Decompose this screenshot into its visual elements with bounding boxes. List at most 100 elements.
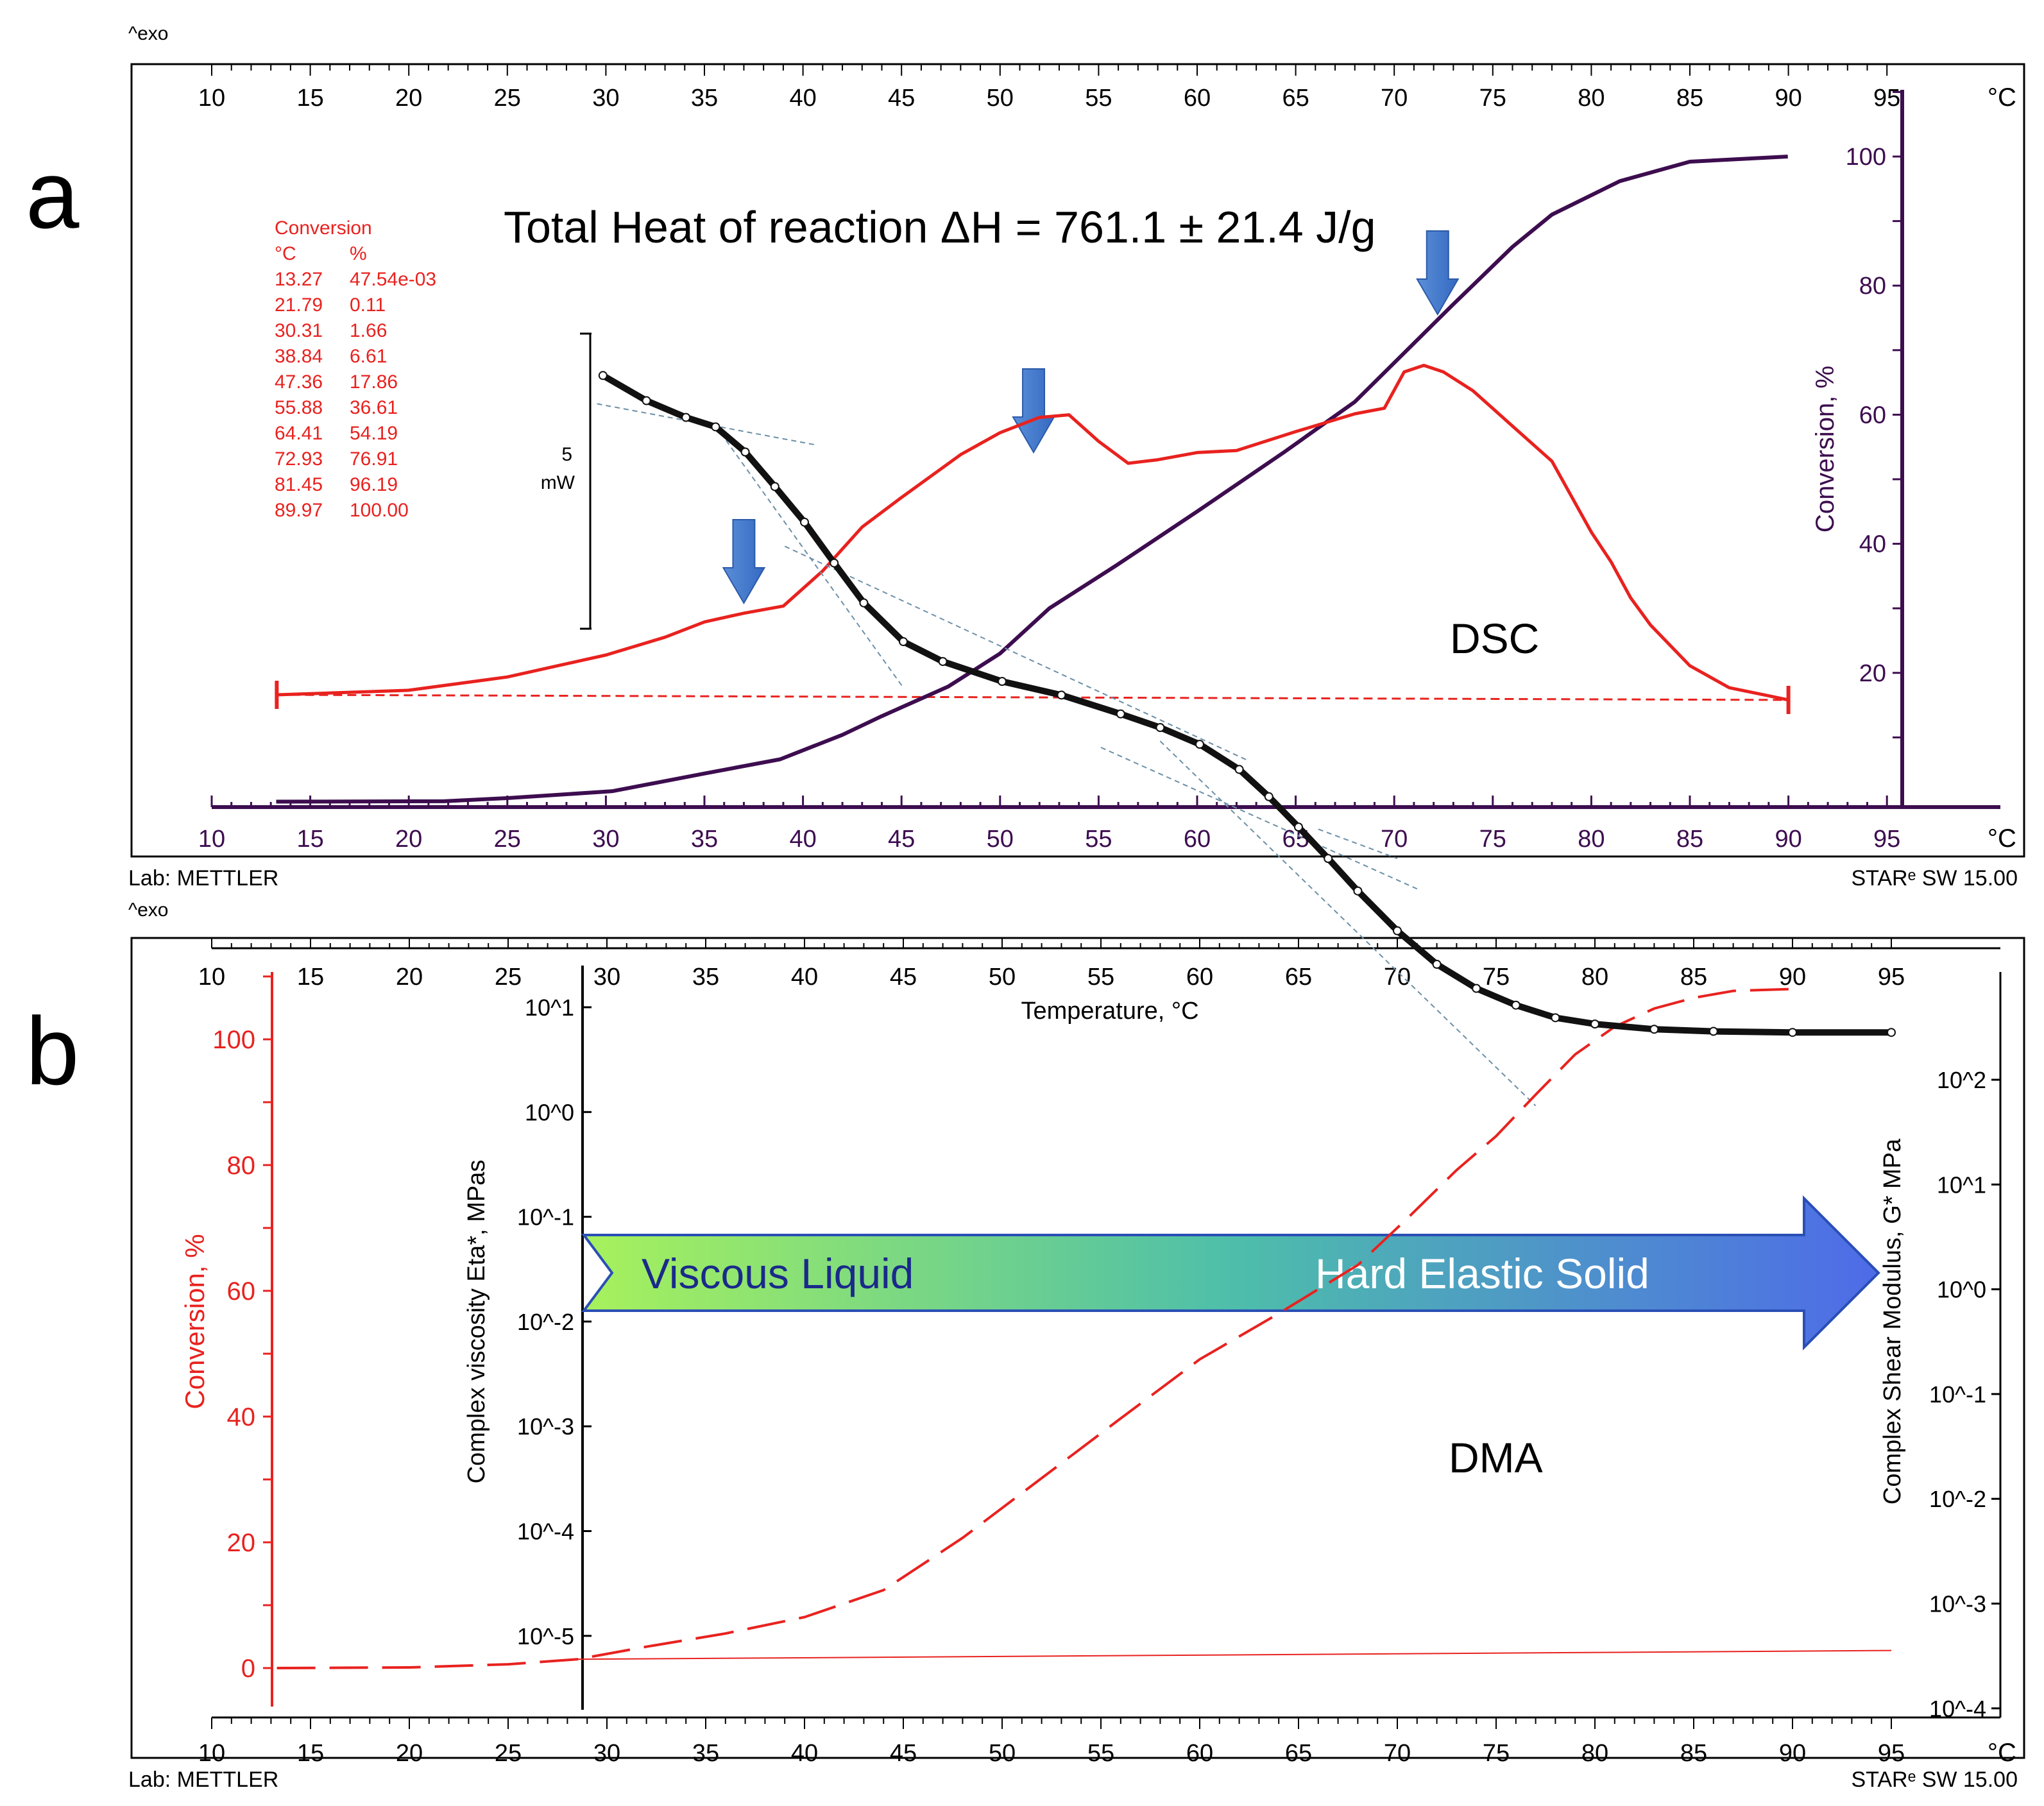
dsc-baseline — [277, 694, 1789, 701]
b-bottom-tick-label: 30 — [593, 1740, 620, 1767]
banner-left-text: Viscous Liquid — [642, 1250, 914, 1297]
viscosity-point — [770, 482, 779, 491]
viscosity-point — [1057, 690, 1066, 700]
viscosity-point — [1887, 1028, 1896, 1037]
b-top-tick-label: 85 — [1680, 964, 1707, 991]
b-modulus-tick-label: 10^-3 — [1929, 1591, 1986, 1617]
b-bottom-tick-label: 45 — [890, 1740, 917, 1767]
panel-b-modulus-axis-label: Complex Shear Modulus, G* MPa — [1879, 1138, 1906, 1504]
a-conversion-tick-label: 100 — [1846, 144, 1886, 171]
panel-a-software-label: STARᵉ SW 15.00 — [1851, 866, 2018, 890]
panel-a-exo-label: ^exo — [128, 23, 168, 44]
a-top-tick-label: 40 — [789, 85, 816, 112]
a-bottom-tick-label: 35 — [691, 826, 718, 853]
viscosity-point — [598, 371, 608, 380]
table-cell-temperature: 64.41 — [275, 423, 323, 444]
b-conversion-tick-label: 40 — [227, 1403, 256, 1431]
a-top-tick-label: 55 — [1085, 85, 1112, 112]
table-cell-conversion: 76.91 — [350, 448, 398, 470]
b-bottom-tick-label: 75 — [1483, 1740, 1510, 1767]
b-bottom-tick-label: 85 — [1680, 1740, 1707, 1767]
panel-b-viscosity-axis: 10^1 10^0 10^-1 10^-2 10^-3 10^-4 10^-5 — [517, 966, 592, 1710]
b-top-tick-label: 90 — [1779, 964, 1806, 991]
b-conversion-tick-label: 0 — [241, 1655, 255, 1683]
b-bottom-tick-label: 40 — [791, 1740, 818, 1767]
b-modulus-tick-label: 10^0 — [1937, 1277, 1986, 1303]
panel-b-x-axis-label: Temperature, °C — [1021, 998, 1198, 1025]
panel-a-frame — [130, 63, 2025, 858]
b-conversion-tick-label: 20 — [227, 1529, 256, 1557]
panel-b-letter: b — [26, 997, 79, 1105]
a-bottom-tick-label: 80 — [1578, 826, 1605, 853]
viscosity-point — [859, 598, 869, 608]
b-top-tick-label: 55 — [1087, 964, 1114, 991]
panel-a-letter: a — [26, 141, 80, 248]
b-top-tick-label: 25 — [495, 964, 522, 991]
tangent-line — [1100, 747, 1418, 890]
a-bottom-tick-label: 85 — [1676, 826, 1703, 853]
peak-arrow — [1012, 368, 1055, 454]
a-bottom-tick-label: 70 — [1381, 826, 1408, 853]
table-cell-temperature: 72.93 — [275, 448, 323, 470]
panel-a-bottom-axis: 10 15 20 25 30 35 40 45 50 55 60 65 70 75 80 85 90 95 — [198, 796, 2000, 853]
tangent-line — [784, 545, 1250, 762]
panel-b-lab-label: Lab: METTLER — [128, 1768, 278, 1792]
conversion-baseline — [577, 1649, 1892, 1660]
b-top-tick-label: 30 — [593, 964, 620, 991]
a-top-tick-label: 85 — [1676, 85, 1703, 112]
viscosity-point — [1432, 960, 1442, 969]
b-bottom-tick-label: 65 — [1285, 1740, 1312, 1767]
viscosity-point — [1195, 740, 1204, 749]
a-top-tick-label: 10 — [198, 85, 225, 112]
a-conversion-tick-label: 80 — [1859, 273, 1886, 300]
b-bottom-tick-label: 90 — [1779, 1740, 1806, 1767]
b-bottom-tick-label: 25 — [495, 1740, 522, 1767]
table-cell-conversion: 6.61 — [350, 346, 387, 367]
table-title: Conversion — [275, 217, 372, 239]
b-modulus-tick-label: 10^-2 — [1929, 1486, 1986, 1512]
b-viscosity-tick-label: 10^-4 — [517, 1519, 574, 1545]
viscosity-point — [998, 677, 1007, 686]
panel-b-top-axis: 10 15 20 25 30 35 40 45 50 55 60 65 70 75 80 85 90 95 — [198, 938, 2000, 991]
b-bottom-tick-label: 70 — [1384, 1740, 1411, 1767]
table-cell-temperature: 21.79 — [275, 294, 323, 316]
viscosity-point — [1234, 765, 1244, 774]
b-bottom-tick-label: 55 — [1087, 1740, 1114, 1767]
a-bottom-tick-label: 45 — [888, 826, 915, 853]
b-bottom-tick-label: 50 — [989, 1740, 1016, 1767]
panel-b-series — [277, 371, 1896, 1669]
scale-bar-value: 5 — [561, 444, 572, 465]
panel-b-dma-label: DMA — [1449, 1434, 1543, 1481]
b-top-tick-label: 35 — [692, 964, 719, 991]
b-viscosity-tick-label: 10^-2 — [517, 1309, 574, 1335]
panel-a-series — [275, 155, 1791, 804]
b-bottom-tick-label: 15 — [297, 1740, 324, 1767]
panel-a-dsc: a ^exo Lab: METTLER STARᵉ SW 15.00 10 15 2… — [26, 23, 2025, 890]
panel-a-conversion-table: Conversion °C % 13.27 47.54e-03 21.79 0.11 3… — [275, 217, 436, 521]
b-modulus-tick-label: 10^-4 — [1929, 1696, 1986, 1722]
a-bottom-tick-label: 90 — [1775, 826, 1801, 853]
a-top-tick-label: 45 — [888, 85, 915, 112]
a-top-tick-label: 60 — [1184, 85, 1211, 112]
viscosity-point — [1264, 792, 1273, 801]
b-top-tick-label: 80 — [1581, 964, 1608, 991]
tangent-line — [1318, 828, 1398, 860]
a-bottom-tick-label: 15 — [296, 826, 323, 853]
table-cell-conversion: 47.54e-03 — [350, 269, 436, 290]
b-viscosity-tick-label: 10^0 — [525, 1099, 574, 1125]
b-top-tick-label: 60 — [1186, 964, 1213, 991]
table-cell-conversion: 1.66 — [350, 320, 387, 341]
panel-b-state-banner: Viscous Liquid Hard Elastic Solid — [581, 1195, 1880, 1350]
panel-a-conversion-axis: 20 40 60 80 100 — [1846, 90, 1904, 807]
viscosity-point — [938, 657, 948, 667]
panel-b-conversion-axis-label: Conversion, % — [180, 1234, 210, 1409]
panel-b-modulus-axis: 10^2 10^1 10^0 10^-1 10^-2 10^-3 10^-4 — [1929, 972, 2002, 1722]
dma-conversion-curve — [277, 987, 1793, 1669]
viscosity-point — [1551, 1013, 1560, 1023]
a-conversion-tick-label: 20 — [1859, 660, 1886, 687]
viscosity-point — [740, 447, 750, 457]
a-top-tick-label: 75 — [1479, 85, 1506, 112]
panel-a-heat-annotation: Total Heat of reaction ΔH = 761.1 ± 21.4… — [504, 202, 1376, 252]
table-header-pct: % — [350, 243, 367, 264]
